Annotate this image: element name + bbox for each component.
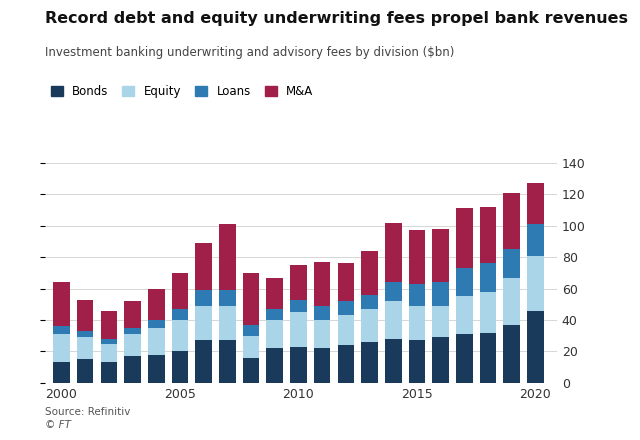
Bar [361, 342, 378, 383]
Bar [148, 328, 164, 355]
Bar [361, 295, 378, 309]
Bar [53, 326, 70, 334]
Legend: Bonds, Equity, Loans, M&A: Bonds, Equity, Loans, M&A [51, 85, 314, 98]
Bar [456, 334, 473, 383]
Bar [243, 336, 259, 358]
Text: Investment banking underwriting and advisory fees by division ($bn): Investment banking underwriting and advi… [45, 46, 454, 59]
Bar [290, 265, 307, 300]
Bar [77, 337, 93, 359]
Bar [504, 278, 520, 325]
Bar [433, 337, 449, 383]
Bar [290, 347, 307, 383]
Bar [314, 262, 330, 306]
Text: Source: Refinitiv: Source: Refinitiv [45, 407, 130, 417]
Bar [337, 301, 354, 315]
Bar [219, 341, 236, 383]
Bar [504, 249, 520, 278]
Bar [409, 284, 425, 306]
Text: © FT: © FT [45, 420, 71, 430]
Bar [504, 325, 520, 383]
Bar [314, 348, 330, 383]
Bar [219, 290, 236, 306]
Bar [337, 264, 354, 301]
Bar [337, 315, 354, 345]
Bar [266, 278, 283, 309]
Bar [314, 320, 330, 348]
Bar [148, 355, 164, 383]
Bar [433, 229, 449, 282]
Bar [195, 243, 212, 290]
Bar [480, 207, 497, 264]
Bar [504, 193, 520, 249]
Bar [243, 273, 259, 325]
Bar [433, 282, 449, 306]
Bar [172, 273, 188, 309]
Bar [219, 224, 236, 290]
Bar [195, 306, 212, 341]
Bar [243, 325, 259, 336]
Bar [172, 309, 188, 320]
Bar [290, 312, 307, 347]
Bar [53, 282, 70, 326]
Bar [385, 339, 401, 383]
Bar [456, 297, 473, 334]
Bar [433, 306, 449, 337]
Bar [385, 223, 401, 282]
Text: Record debt and equity underwriting fees propel bank revenues: Record debt and equity underwriting fees… [45, 11, 628, 26]
Bar [361, 251, 378, 295]
Bar [148, 289, 164, 320]
Bar [527, 256, 544, 311]
Bar [124, 334, 141, 356]
Bar [77, 300, 93, 331]
Bar [100, 311, 117, 339]
Bar [266, 309, 283, 320]
Bar [172, 320, 188, 352]
Bar [314, 306, 330, 320]
Bar [456, 209, 473, 268]
Bar [148, 320, 164, 328]
Bar [243, 358, 259, 383]
Bar [290, 300, 307, 312]
Bar [527, 224, 544, 256]
Bar [124, 356, 141, 383]
Bar [527, 183, 544, 224]
Bar [385, 282, 401, 301]
Bar [53, 363, 70, 383]
Bar [100, 339, 117, 344]
Bar [124, 328, 141, 334]
Bar [409, 306, 425, 341]
Bar [172, 352, 188, 383]
Bar [480, 333, 497, 383]
Bar [527, 311, 544, 383]
Bar [100, 344, 117, 363]
Bar [361, 309, 378, 342]
Bar [100, 363, 117, 383]
Bar [219, 306, 236, 341]
Bar [409, 341, 425, 383]
Bar [456, 268, 473, 297]
Bar [480, 292, 497, 333]
Bar [77, 359, 93, 383]
Bar [266, 348, 283, 383]
Bar [337, 345, 354, 383]
Bar [124, 301, 141, 328]
Bar [480, 264, 497, 292]
Bar [409, 231, 425, 284]
Bar [266, 320, 283, 348]
Bar [53, 334, 70, 363]
Bar [77, 331, 93, 337]
Bar [195, 290, 212, 306]
Bar [195, 341, 212, 383]
Bar [385, 301, 401, 339]
